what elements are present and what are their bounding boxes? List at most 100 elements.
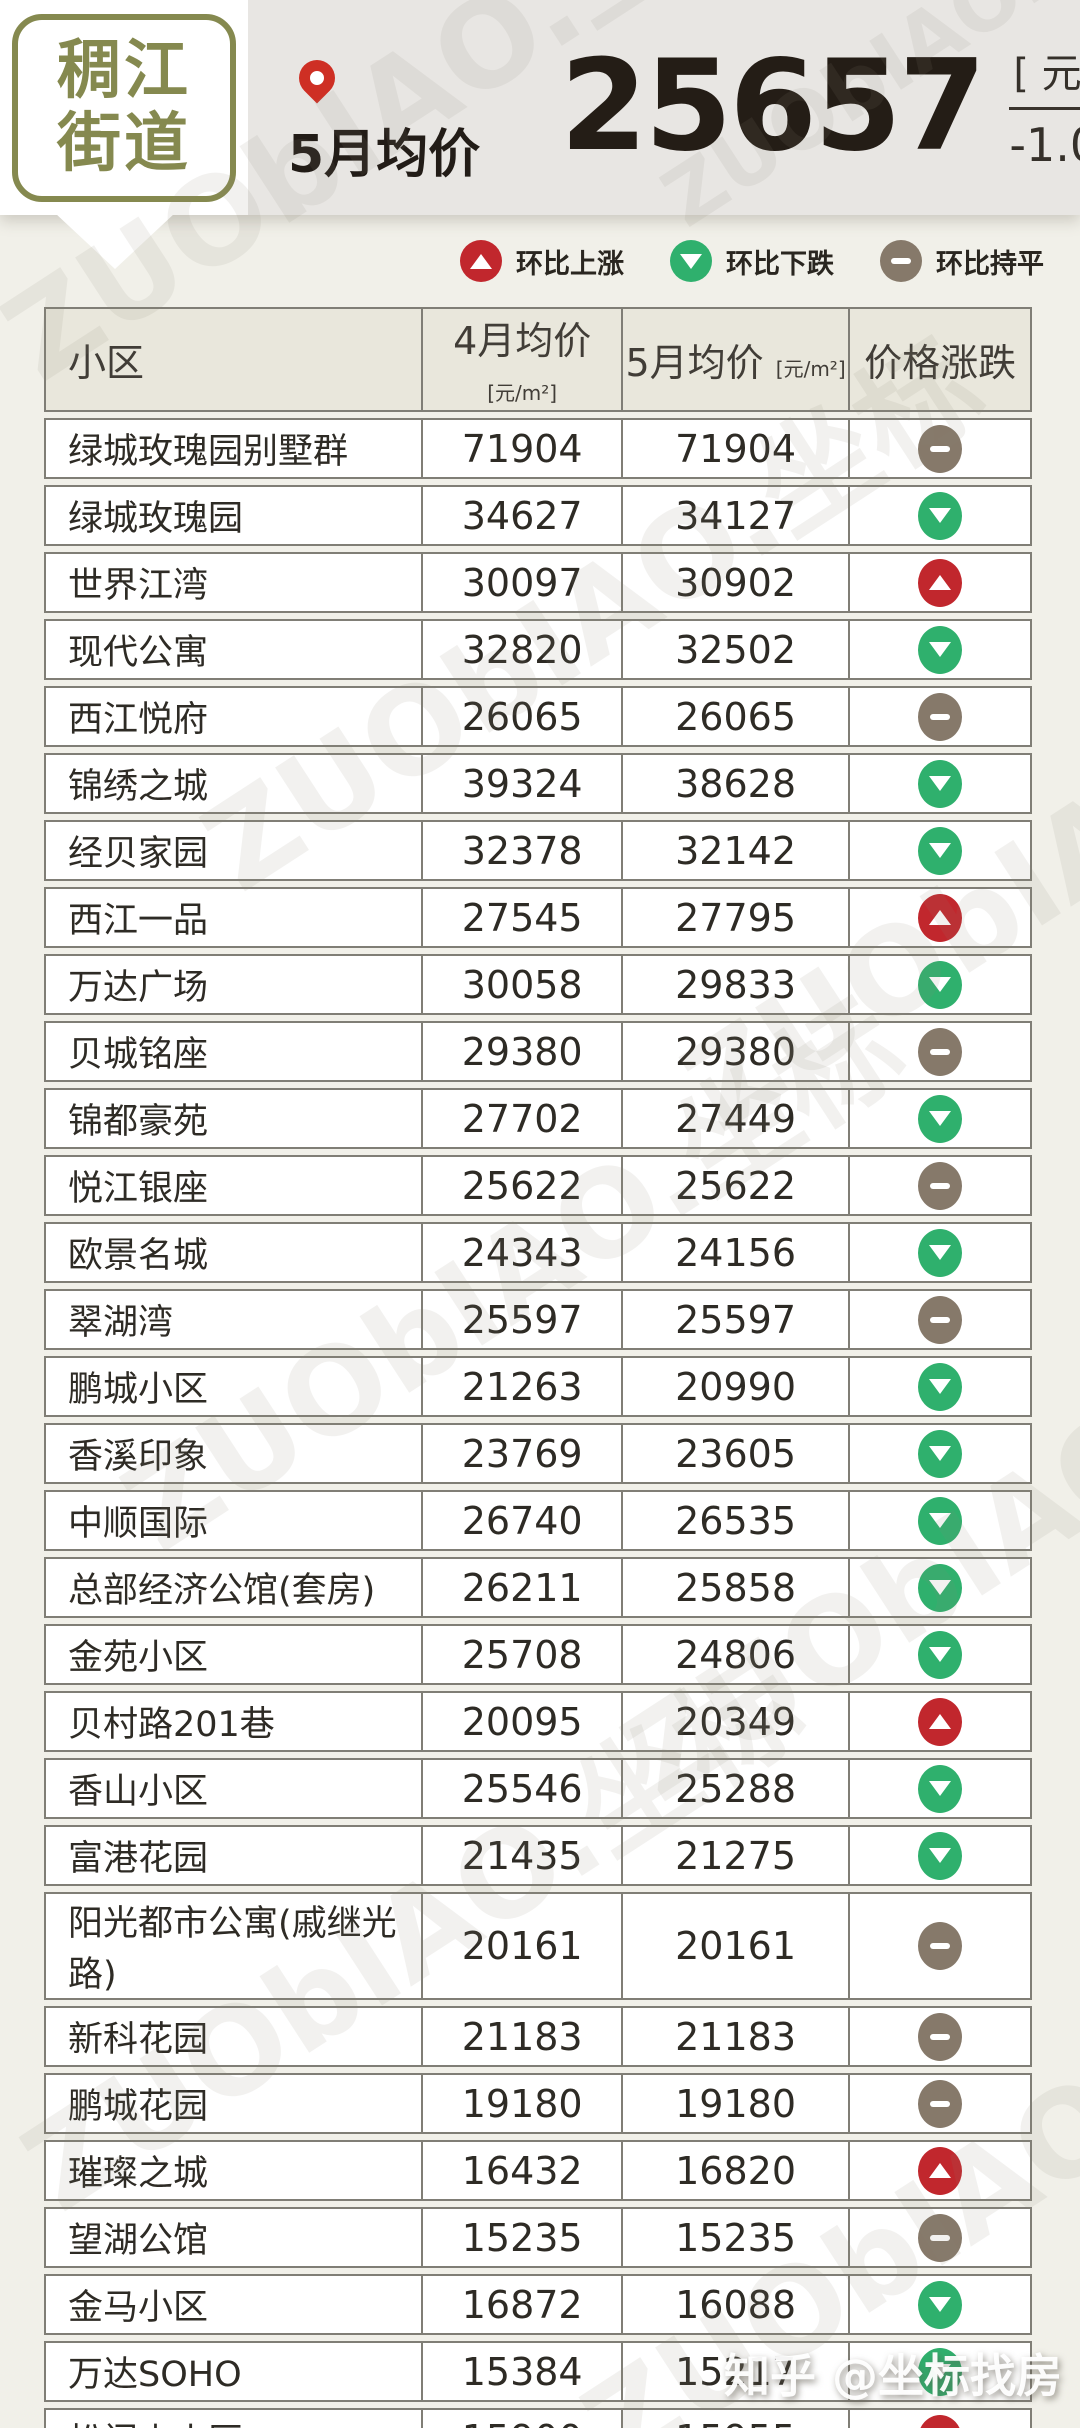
may-price: 20990	[622, 1356, 851, 1417]
down-arrow-icon	[929, 508, 952, 523]
april-price: 15235	[423, 2207, 623, 2268]
may-price: 29833	[622, 954, 851, 1015]
trend-cell	[850, 1021, 1032, 1082]
up-arrow-icon	[929, 910, 952, 925]
down-arrow-icon	[929, 776, 952, 791]
april-price: 25622	[423, 1155, 623, 1216]
trend-down-icon	[918, 1362, 963, 1411]
community-name: 鹏城小区	[44, 1356, 424, 1417]
community-name: 西江悦府	[44, 686, 424, 747]
trend-flat-icon	[918, 2213, 963, 2262]
april-price: 34627	[423, 485, 623, 546]
trend-cell	[850, 1624, 1032, 1685]
trend-down-icon	[918, 2347, 963, 2396]
trend-cell	[850, 418, 1032, 479]
table-row: 万达SOHO 15384 15217	[44, 2341, 1032, 2402]
may-price: 25597	[622, 1289, 851, 1350]
trend-down-icon	[918, 1831, 963, 1880]
april-price: 21435	[423, 1825, 623, 1886]
mom-change-row: -1.07%	[1009, 110, 1080, 172]
april-price: 27545	[423, 887, 623, 948]
trend-cell	[850, 753, 1032, 814]
april-price: 25546	[423, 1758, 623, 1819]
april-price: 71904	[423, 418, 623, 479]
trend-cell	[850, 1088, 1032, 1149]
trend-cell	[850, 686, 1032, 747]
may-price: 20161	[622, 1892, 851, 2000]
minus-icon	[930, 2033, 951, 2040]
trend-down-icon	[670, 240, 712, 282]
average-price-block: 25657 [ 元/m² ] -1.07%	[560, 26, 1080, 186]
trend-flat-icon	[918, 1027, 963, 1076]
table-row: 贝村路201巷 20095 20349	[44, 1691, 1032, 1752]
table-row: 松门山小区 15900 15955	[44, 2408, 1032, 2428]
may-price: 27449	[622, 1088, 851, 1149]
trend-cell	[850, 1892, 1032, 2000]
minus-icon	[930, 1316, 951, 1323]
trend-cell	[850, 2006, 1032, 2067]
minus-icon	[930, 2100, 951, 2107]
community-name: 经贝家园	[44, 820, 424, 881]
up-arrow-icon	[929, 2163, 952, 2178]
april-price: 30058	[423, 954, 623, 1015]
community-name: 万达SOHO	[44, 2341, 424, 2402]
april-price: 20095	[423, 1691, 623, 1752]
may-price: 24156	[622, 1222, 851, 1283]
legend-item-up: 环比上涨	[460, 240, 624, 282]
trend-cell	[850, 1222, 1032, 1283]
community-name: 望湖公馆	[44, 2207, 424, 2268]
community-name: 贝城铭座	[44, 1021, 424, 1082]
community-name: 世界江湾	[44, 552, 424, 613]
may-price: 34127	[622, 485, 851, 546]
speech-bubble-tail	[55, 213, 175, 269]
price-unit-block: [ 元/m² ] -1.07%	[1009, 41, 1080, 172]
trend-cell	[850, 1155, 1032, 1216]
community-name: 香山小区	[44, 1758, 424, 1819]
district-line1: 稠江	[57, 34, 191, 109]
trend-cell	[850, 1423, 1032, 1484]
period-label: 5月均价	[288, 125, 481, 185]
may-price: 38628	[622, 753, 851, 814]
community-name: 翠湖湾	[44, 1289, 424, 1350]
trend-cell	[850, 2341, 1032, 2402]
minus-icon	[930, 1048, 951, 1055]
april-price: 25708	[423, 1624, 623, 1685]
trend-down-icon	[918, 1496, 963, 1545]
trend-flat-icon	[918, 1922, 963, 1970]
trend-down-icon	[918, 1228, 963, 1277]
trend-down-icon	[918, 1563, 963, 1612]
table-header-row: 小区 4月均价 [元/m²] 5月均价 [元/m²] 价格涨跌	[44, 307, 1032, 412]
trend-cell	[850, 2207, 1032, 2268]
april-price: 16432	[423, 2140, 623, 2201]
may-price: 30902	[622, 552, 851, 613]
trend-down-icon	[918, 960, 963, 1009]
community-name: 中顺国际	[44, 1490, 424, 1551]
down-arrow-icon	[929, 2364, 952, 2379]
april-price: 19180	[423, 2073, 623, 2134]
trend-cell	[850, 2408, 1032, 2428]
community-name: 总部经济公馆(套房)	[44, 1557, 424, 1618]
may-price: 20349	[622, 1691, 851, 1752]
community-name: 贝村路201巷	[44, 1691, 424, 1752]
down-arrow-icon	[929, 2297, 952, 2312]
trend-cell	[850, 552, 1032, 613]
trend-down-icon	[918, 826, 963, 875]
table-row: 新科花园 21183 21183	[44, 2006, 1032, 2067]
unit-note: [元/m²]	[775, 357, 846, 381]
trend-flat-icon	[918, 2079, 963, 2128]
april-price: 21183	[423, 2006, 623, 2067]
community-name: 鹏城花园	[44, 2073, 424, 2134]
down-arrow-icon	[929, 1580, 952, 1595]
table-row: 阳光都市公寓(戚继光路) 20161 20161	[44, 1892, 1032, 2000]
legend-label: 环比持平	[936, 248, 1044, 280]
april-price: 32820	[423, 619, 623, 680]
april-price: 29380	[423, 1021, 623, 1082]
table-row: 悦江银座 25622 25622	[44, 1155, 1032, 1216]
down-arrow-icon	[929, 1848, 952, 1863]
trend-cell	[850, 1825, 1032, 1886]
trend-down-icon	[918, 1630, 963, 1679]
community-name: 金苑小区	[44, 1624, 424, 1685]
table-row: 总部经济公馆(套房) 26211 25858	[44, 1557, 1032, 1618]
april-price: 26065	[423, 686, 623, 747]
